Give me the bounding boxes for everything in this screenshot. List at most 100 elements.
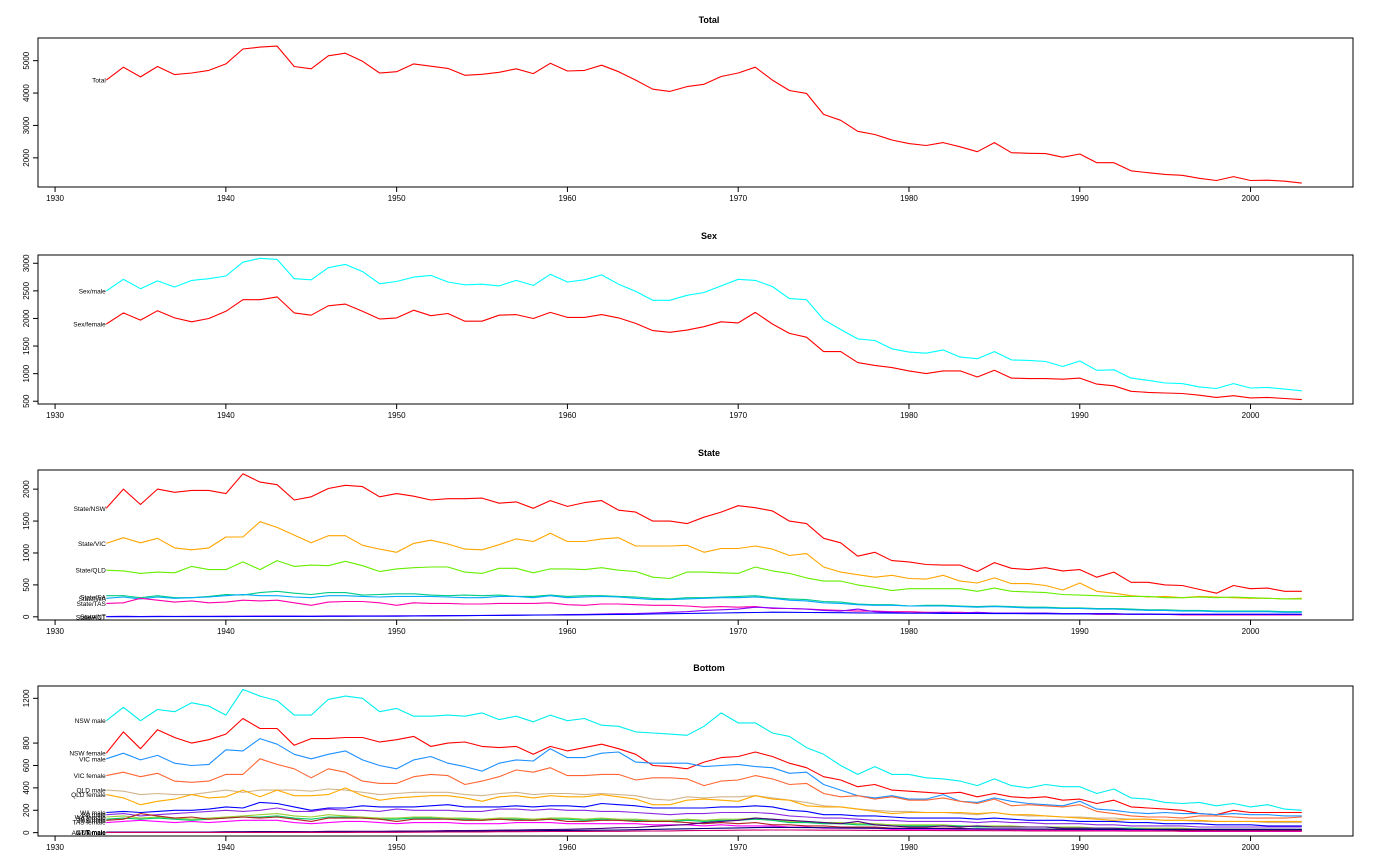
x-tick-label: 1930 bbox=[46, 411, 64, 420]
x-tick-label: 1990 bbox=[1071, 194, 1089, 203]
series-line bbox=[105, 688, 1302, 811]
x-tick-label: 1980 bbox=[900, 627, 918, 636]
panel-sex: Sex 1930 1940 1950 1960 1970 1980 1990 2000 500 1… bbox=[22, 231, 1354, 420]
panel-state: State 1930 1940 1950 1960 1970 1980 1990 2000 0 5… bbox=[22, 448, 1354, 636]
series-line bbox=[105, 717, 1302, 816]
series-label: State/TAS bbox=[77, 601, 107, 608]
y-tick-label: 1000 bbox=[22, 364, 31, 382]
series-line bbox=[106, 807, 1302, 828]
y-tick-label: 2500 bbox=[22, 281, 31, 299]
series-line bbox=[106, 788, 1302, 824]
x-tick-label: 1940 bbox=[217, 627, 235, 636]
x-tick-label: 1960 bbox=[559, 411, 577, 420]
series-label: Sex/female bbox=[73, 321, 106, 328]
series-label: Total bbox=[92, 78, 106, 85]
series-label: State/NSW bbox=[74, 506, 107, 513]
y-tick-label: 2000 bbox=[22, 309, 31, 327]
panel-total: Total 1930 1940 1950 1960 1970 1980 1990 2000 20… bbox=[22, 15, 1354, 203]
series-line bbox=[106, 521, 1302, 600]
series-label: Sex/male bbox=[79, 288, 106, 295]
series-label: WA female bbox=[75, 814, 107, 821]
x-tick-label: 1970 bbox=[729, 843, 747, 852]
series-label: ACT female bbox=[72, 830, 107, 837]
series-label: QLD female bbox=[71, 792, 106, 799]
series-label: NSW female bbox=[69, 751, 106, 758]
series-label: VIC female bbox=[74, 773, 107, 780]
series-line bbox=[106, 296, 1302, 401]
series-label: WA male bbox=[80, 810, 106, 817]
y-tick-label: 5000 bbox=[22, 51, 31, 69]
y-tick-label: 1000 bbox=[22, 544, 31, 562]
series-line bbox=[106, 758, 1302, 819]
series-line bbox=[106, 611, 1302, 618]
y-tick-label: 1200 bbox=[22, 689, 31, 707]
y-tick-label: 0 bbox=[22, 614, 31, 619]
x-tick-label: 1990 bbox=[1071, 843, 1089, 852]
x-tick-label: 1950 bbox=[388, 411, 406, 420]
x-tick-label: 1960 bbox=[559, 843, 577, 852]
y-tick-label: 200 bbox=[22, 803, 31, 817]
plot-frame bbox=[37, 469, 1354, 621]
plot-frame bbox=[37, 254, 1354, 405]
series-label: NT male bbox=[81, 830, 106, 837]
series-line bbox=[106, 560, 1302, 600]
series-label: VIC male bbox=[79, 756, 106, 763]
x-tick-label: 1940 bbox=[217, 194, 235, 203]
series-line bbox=[106, 590, 1302, 613]
x-tick-label: 1940 bbox=[217, 843, 235, 852]
x-tick-label: 1980 bbox=[900, 411, 918, 420]
panel-title: Sex bbox=[701, 231, 717, 241]
x-tick-label: 1930 bbox=[46, 194, 64, 203]
series-label: State/ACT bbox=[76, 614, 106, 621]
x-tick-label: 1930 bbox=[46, 843, 64, 852]
series-line bbox=[106, 829, 1302, 834]
x-tick-label: 2000 bbox=[1242, 411, 1260, 420]
x-tick-label: 2000 bbox=[1242, 194, 1260, 203]
x-tick-label: 1950 bbox=[388, 194, 406, 203]
plot-frame bbox=[37, 37, 1354, 188]
x-tick-label: 1990 bbox=[1071, 627, 1089, 636]
panel-title: State bbox=[698, 448, 720, 458]
panel-bottom: Bottom 1930 1940 1950 1960 1970 1980 1990 2000 0… bbox=[22, 663, 1354, 852]
y-tick-label: 600 bbox=[22, 758, 31, 772]
y-tick-label: 400 bbox=[22, 781, 31, 795]
series-label: ACT male bbox=[77, 830, 106, 837]
series-line bbox=[105, 257, 1302, 392]
y-tick-label: 800 bbox=[22, 736, 31, 750]
x-tick-label: 1980 bbox=[900, 194, 918, 203]
series-line bbox=[106, 801, 1302, 827]
x-tick-label: 1940 bbox=[217, 411, 235, 420]
plot-frame bbox=[37, 685, 1354, 837]
x-tick-label: 1950 bbox=[388, 843, 406, 852]
series-line bbox=[106, 819, 1302, 833]
series-label: SA female bbox=[76, 816, 106, 823]
x-tick-label: 1930 bbox=[46, 627, 64, 636]
series-label: TAS male bbox=[78, 818, 106, 825]
series-label: State/VIC bbox=[78, 541, 106, 548]
y-tick-label: 4000 bbox=[22, 84, 31, 102]
series-label: QLD male bbox=[77, 788, 107, 795]
x-tick-label: 2000 bbox=[1242, 627, 1260, 636]
series-label: NT female bbox=[76, 830, 106, 837]
series-label: State/QLD bbox=[75, 568, 106, 575]
series-line bbox=[105, 473, 1302, 594]
panel-title: Total bbox=[699, 15, 720, 25]
y-tick-label: 0 bbox=[22, 830, 31, 835]
y-tick-label: 500 bbox=[22, 578, 31, 592]
series-line bbox=[106, 593, 1302, 613]
x-tick-label: 1970 bbox=[729, 411, 747, 420]
y-tick-label: 3000 bbox=[22, 254, 31, 272]
x-tick-label: 1970 bbox=[729, 627, 747, 636]
y-tick-label: 3000 bbox=[22, 116, 31, 134]
series-label: NSW male bbox=[75, 718, 106, 725]
series-line bbox=[106, 787, 1302, 822]
series-label: State/SA bbox=[80, 595, 106, 602]
x-tick-label: 1950 bbox=[388, 627, 406, 636]
y-tick-label: 1500 bbox=[22, 512, 31, 530]
y-tick-label: 1500 bbox=[22, 337, 31, 355]
series-label: SA male bbox=[82, 812, 107, 819]
series-line bbox=[105, 45, 1302, 184]
series-label: State/WA bbox=[79, 596, 107, 603]
x-tick-label: 1960 bbox=[559, 194, 577, 203]
